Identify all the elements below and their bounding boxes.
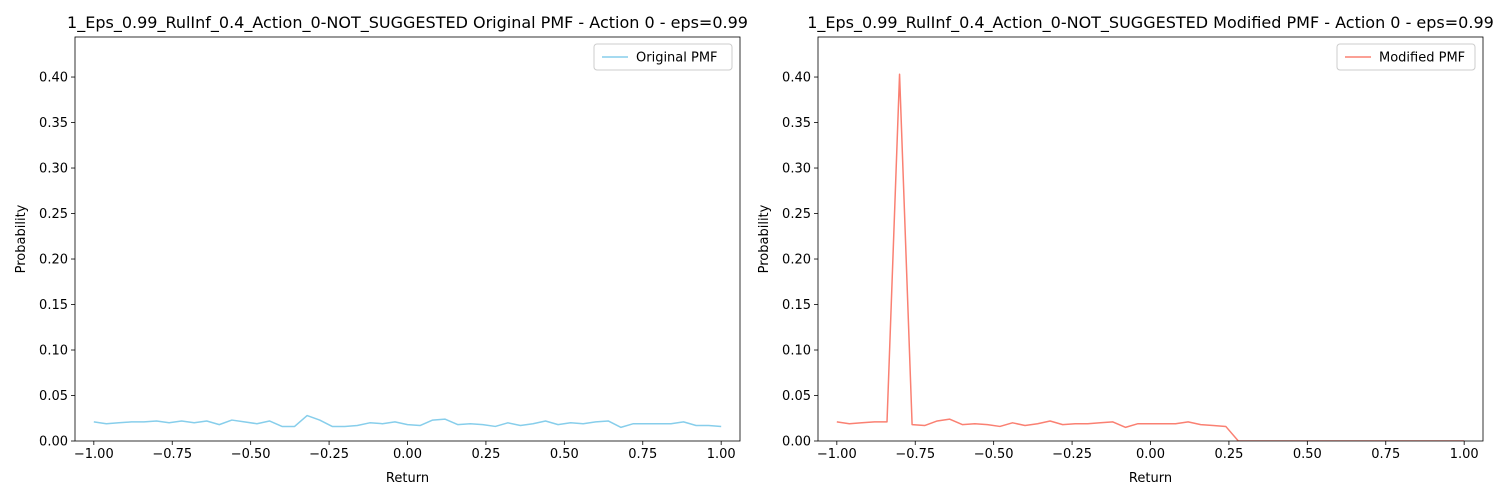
x-tick-label: −0.75: [895, 447, 935, 462]
y-tick-label: 0.25: [39, 207, 68, 222]
legend: Modified PMF: [1336, 43, 1476, 71]
y-tick-label: 0.10: [782, 344, 811, 359]
y-tick-label: 0.05: [782, 389, 811, 404]
x-tick-label: 0.25: [471, 447, 500, 462]
y-tick-label: 0.20: [782, 253, 811, 268]
y-tick-label: 0.30: [782, 162, 811, 177]
y-tick-label: 0.30: [39, 162, 68, 177]
x-tick-label: −0.50: [974, 447, 1014, 462]
legend: Original PMF: [593, 43, 733, 71]
y-tick-label: 0.35: [782, 116, 811, 131]
y-tick-label: 0.00: [782, 435, 811, 450]
x-axis-label: Return: [386, 471, 429, 486]
y-tick-label: 0.20: [39, 253, 68, 268]
x-tick-label: 0.75: [628, 447, 657, 462]
chart-title: 1_Eps_0.99_RulInf_0.4_Action_0-NOT_SUGGE…: [67, 13, 748, 33]
x-tick-label: 0.25: [1214, 447, 1243, 462]
x-tick-label: 0.50: [550, 447, 579, 462]
y-tick-label: 0.40: [39, 71, 68, 86]
x-tick-label: 0.75: [1371, 447, 1400, 462]
legend-label: Modified PMF: [1379, 51, 1465, 66]
y-tick-label: 0.40: [782, 71, 811, 86]
y-tick-label: 0.05: [39, 389, 68, 404]
y-tick-label: 0.35: [39, 116, 68, 131]
y-tick-label: 0.15: [782, 298, 811, 313]
y-tick-label: 0.10: [39, 344, 68, 359]
chart-title: 1_Eps_0.99_RulInf_0.4_Action_0-NOT_SUGGE…: [807, 13, 1494, 33]
x-tick-label: −0.25: [1052, 447, 1092, 462]
legend-label: Original PMF: [636, 51, 718, 66]
subplot-original-pmf: 1_Eps_0.99_RulInf_0.4_Action_0-NOT_SUGGE…: [14, 13, 748, 486]
subplot-modified-pmf: 1_Eps_0.99_RulInf_0.4_Action_0-NOT_SUGGE…: [757, 13, 1494, 486]
y-axis-label: Probability: [757, 204, 772, 273]
x-tick-label: −1.00: [74, 447, 114, 462]
legend-box: [593, 43, 733, 71]
x-tick-label: −1.00: [817, 447, 857, 462]
x-tick-label: 0.50: [1293, 447, 1322, 462]
x-tick-label: 0.00: [393, 447, 422, 462]
y-tick-label: 0.00: [39, 435, 68, 450]
x-tick-label: 0.00: [1136, 447, 1165, 462]
x-tick-label: 1.00: [707, 447, 736, 462]
x-tick-label: −0.25: [309, 447, 349, 462]
series-line-original-pmf: [93, 414, 722, 429]
x-tick-label: 1.00: [1450, 447, 1479, 462]
y-tick-label: 0.25: [782, 207, 811, 222]
legend-box: [1336, 43, 1476, 71]
x-tick-label: −0.50: [231, 447, 271, 462]
y-axis-label: Probability: [14, 204, 29, 273]
series-line-modified-pmf: [836, 73, 1465, 441]
x-axis-label: Return: [1129, 471, 1172, 486]
y-tick-label: 0.15: [39, 298, 68, 313]
x-tick-label: −0.75: [152, 447, 192, 462]
